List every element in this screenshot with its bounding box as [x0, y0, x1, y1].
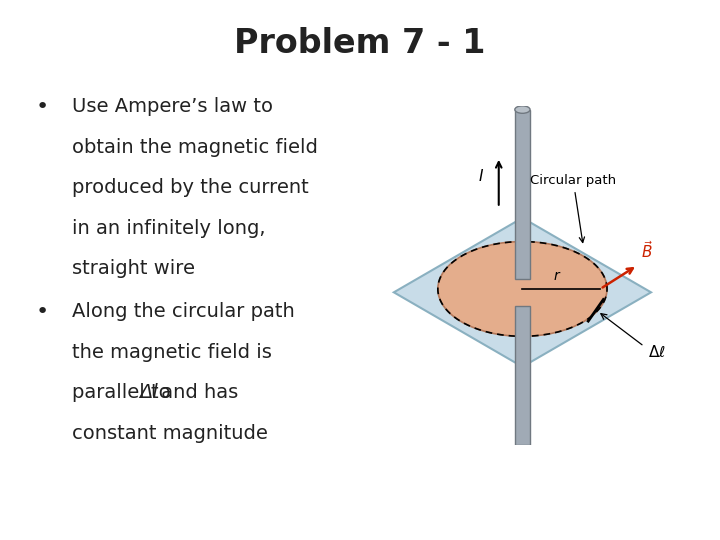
- Text: and has: and has: [156, 383, 238, 402]
- Text: $\vec{B}$: $\vec{B}$: [641, 240, 653, 261]
- Text: $\Delta\ell$: $\Delta\ell$: [648, 343, 665, 360]
- Text: Circular path: Circular path: [530, 174, 616, 242]
- Text: straight wire: straight wire: [72, 259, 195, 278]
- Text: Use Ampere’s law to: Use Ampere’s law to: [72, 97, 273, 116]
- Text: obtain the magnetic field: obtain the magnetic field: [72, 138, 318, 157]
- Text: •: •: [36, 302, 49, 322]
- Polygon shape: [394, 218, 651, 367]
- Text: •: •: [36, 97, 49, 117]
- Text: $r$: $r$: [553, 269, 562, 284]
- Ellipse shape: [438, 241, 607, 336]
- FancyBboxPatch shape: [515, 306, 530, 444]
- Text: $I$: $I$: [478, 167, 485, 184]
- Text: parallel to: parallel to: [72, 383, 177, 402]
- Text: in an infinitely long,: in an infinitely long,: [72, 219, 266, 238]
- FancyBboxPatch shape: [515, 110, 530, 279]
- Text: the magnetic field is: the magnetic field is: [72, 343, 272, 362]
- Ellipse shape: [515, 106, 530, 113]
- Text: constant magnitude: constant magnitude: [72, 424, 268, 443]
- Text: Δl: Δl: [140, 383, 158, 402]
- Text: produced by the current: produced by the current: [72, 178, 309, 197]
- Text: Problem 7 - 1: Problem 7 - 1: [234, 27, 486, 60]
- Text: Along the circular path: Along the circular path: [72, 302, 294, 321]
